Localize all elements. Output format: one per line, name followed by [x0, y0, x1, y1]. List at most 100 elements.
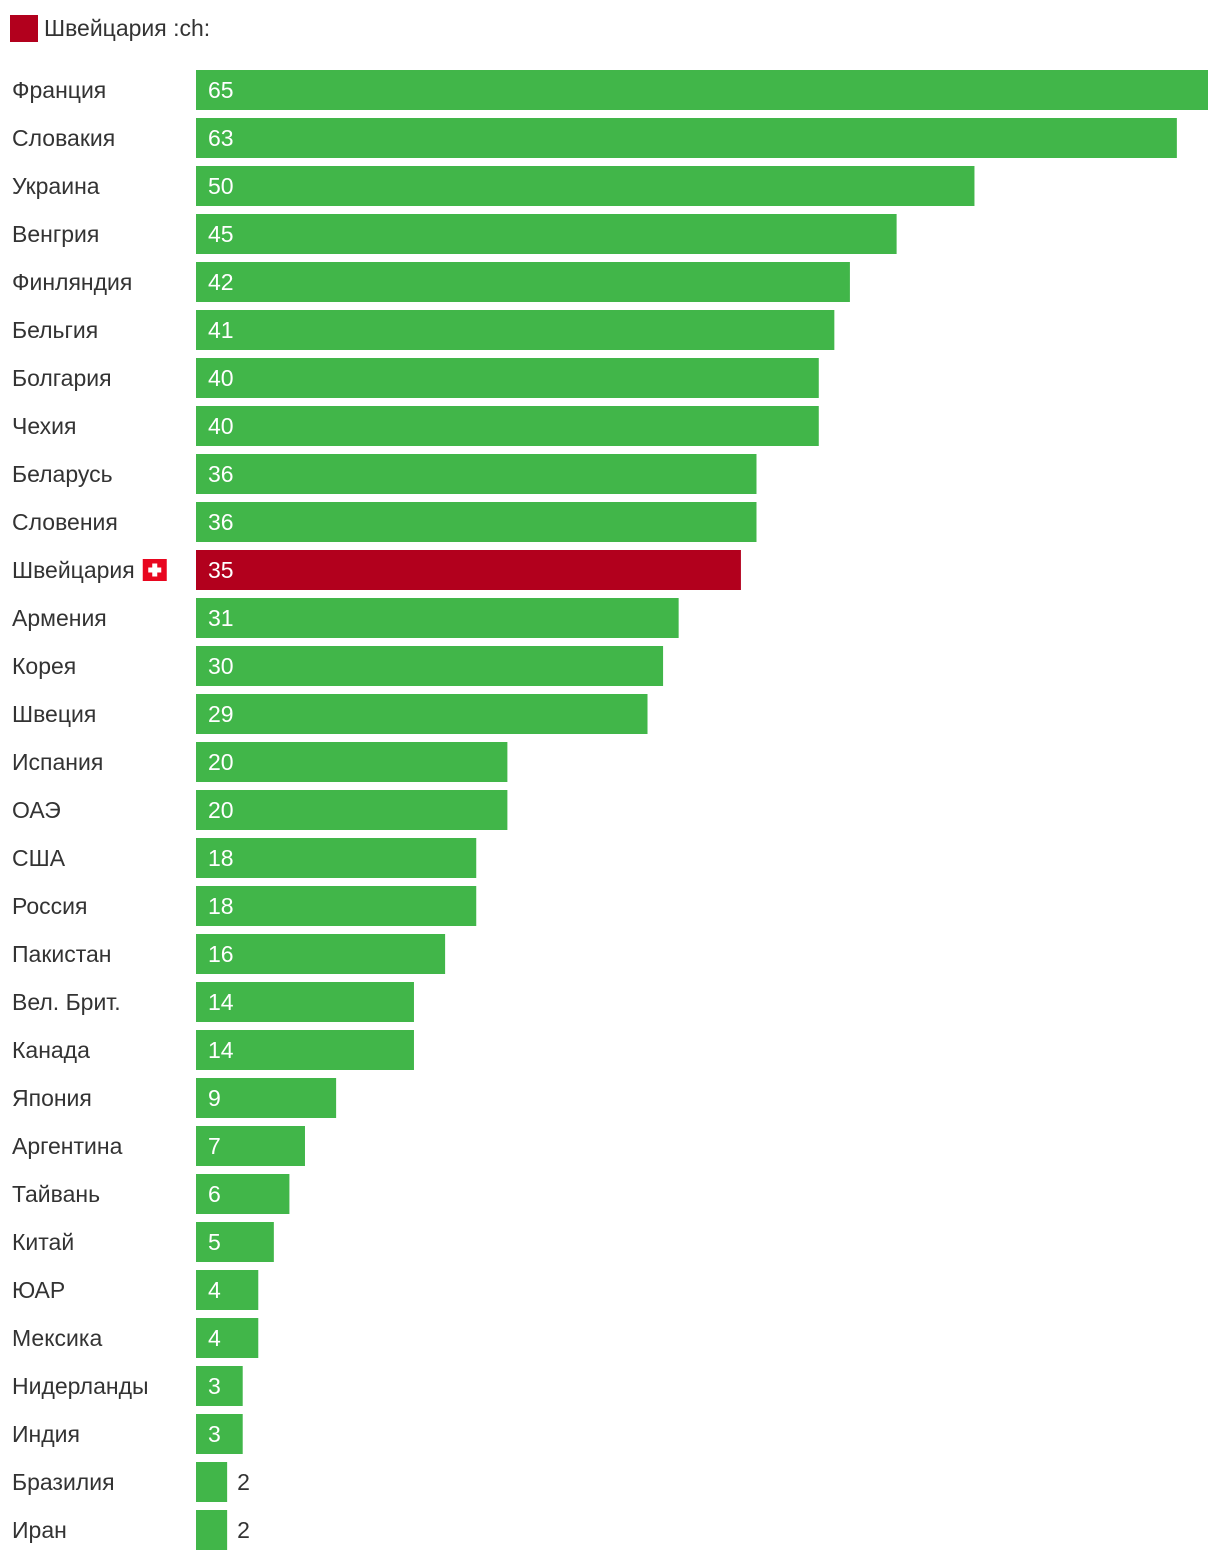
value-label: 2 — [237, 1517, 250, 1543]
bar-row: Нидерланды 3 — [12, 1366, 243, 1406]
bar — [196, 934, 446, 974]
category-label: Словения — [12, 509, 118, 535]
category-label: Корея — [12, 653, 76, 679]
category-label: ЮАР — [12, 1277, 65, 1303]
bar — [196, 1078, 337, 1118]
bar-row: Армения 31 — [12, 598, 679, 638]
category-label: Китай — [12, 1229, 74, 1255]
value-label: 7 — [208, 1133, 221, 1159]
value-label: 4 — [208, 1325, 221, 1351]
value-label: 14 — [208, 1037, 234, 1063]
value-label: 2 — [237, 1469, 250, 1495]
value-label: 29 — [208, 701, 234, 727]
category-label: Франция — [12, 77, 106, 103]
bar-row: Болгария 40 — [12, 358, 819, 398]
bar-row: Финляндия 42 — [12, 262, 850, 302]
value-label: 42 — [208, 269, 234, 295]
value-label: 30 — [208, 653, 234, 679]
value-label: 3 — [208, 1421, 221, 1447]
category-label: Венгрия — [12, 221, 99, 247]
bar-row: Корея 30 — [12, 646, 664, 686]
value-label: 18 — [208, 893, 234, 919]
bar — [196, 1030, 414, 1070]
bar-highlight — [196, 550, 741, 590]
bar — [196, 1318, 259, 1358]
bar-row: Япония 9 — [12, 1078, 337, 1118]
legend: Швейцария :ch: — [10, 15, 210, 42]
value-label: 41 — [208, 317, 234, 343]
category-label: Испания — [12, 749, 103, 775]
bar-row: Украина 50 — [12, 166, 975, 206]
bar — [196, 118, 1177, 158]
bar — [196, 790, 508, 830]
bars-layer: Франция 65 Словакия 63 Украина 50 Венгрия 45 Фин… — [12, 70, 1208, 1550]
swiss-flag-icon — [142, 559, 167, 581]
bar — [196, 1174, 290, 1214]
category-label: Словакия — [12, 125, 115, 151]
category-label: Болгария — [12, 365, 112, 391]
category-label: Бельгия — [12, 317, 98, 343]
value-label: 45 — [208, 221, 234, 247]
value-label: 20 — [208, 797, 234, 823]
category-label: Япония — [12, 1085, 92, 1111]
category-label: Иран — [12, 1517, 67, 1543]
value-label: 4 — [208, 1277, 221, 1303]
value-label: 63 — [208, 125, 234, 151]
category-label: Украина — [12, 173, 100, 199]
bar-row: Бразилия 2 — [12, 1462, 250, 1502]
bar — [196, 214, 897, 254]
category-label: Индия — [12, 1421, 80, 1447]
bar — [196, 70, 1208, 110]
bar — [196, 1414, 243, 1454]
category-label: Бразилия — [12, 1469, 115, 1495]
legend-swatch — [10, 15, 38, 42]
value-label: 14 — [208, 989, 234, 1015]
value-label: 31 — [208, 605, 234, 631]
bar-row: Пакистан 16 — [12, 934, 446, 974]
bar-row: Вел. Брит. 14 — [12, 982, 414, 1022]
bar — [196, 1126, 305, 1166]
bar-row: Испания 20 — [12, 742, 508, 782]
bar — [196, 742, 508, 782]
bar — [196, 1510, 228, 1550]
bar-row: Бельгия 41 — [12, 310, 835, 350]
bar — [196, 838, 477, 878]
bar-row: Чехия 40 — [12, 406, 819, 446]
value-label: 40 — [208, 413, 234, 439]
bar-row: Словения 36 — [12, 502, 757, 542]
category-label: США — [12, 845, 66, 871]
bar — [196, 694, 648, 734]
value-label: 18 — [208, 845, 234, 871]
value-label: 65 — [208, 77, 234, 103]
category-label: Канада — [12, 1037, 90, 1063]
category-label: Армения — [12, 605, 107, 631]
bar — [196, 502, 757, 542]
bar — [196, 1366, 243, 1406]
bar-row: Беларусь 36 — [12, 454, 757, 494]
category-label: Финляндия — [12, 269, 132, 295]
bar-row: ОАЭ 20 — [12, 790, 508, 830]
value-label: 40 — [208, 365, 234, 391]
category-label: Аргентина — [12, 1133, 123, 1159]
bar-row: Венгрия 45 — [12, 214, 897, 254]
value-label: 20 — [208, 749, 234, 775]
bar — [196, 646, 664, 686]
category-label: Нидерланды — [12, 1373, 149, 1399]
category-label: Россия — [12, 893, 87, 919]
value-label: 36 — [208, 461, 234, 487]
bar — [196, 598, 679, 638]
legend-label: Швейцария :ch: — [44, 15, 210, 41]
bar — [196, 886, 477, 926]
bar — [196, 1222, 274, 1262]
value-label: 3 — [208, 1373, 221, 1399]
bar-row: Аргентина 7 — [12, 1126, 305, 1166]
category-label: Чехия — [12, 413, 76, 439]
bar-row: Словакия 63 — [12, 118, 1177, 158]
bar-row: США 18 — [12, 838, 477, 878]
bar-row: Иран 2 — [12, 1510, 250, 1550]
bar — [196, 262, 850, 302]
bar-row: Канада 14 — [12, 1030, 414, 1070]
bar-row: Индия 3 — [12, 1414, 243, 1454]
bar — [196, 358, 819, 398]
